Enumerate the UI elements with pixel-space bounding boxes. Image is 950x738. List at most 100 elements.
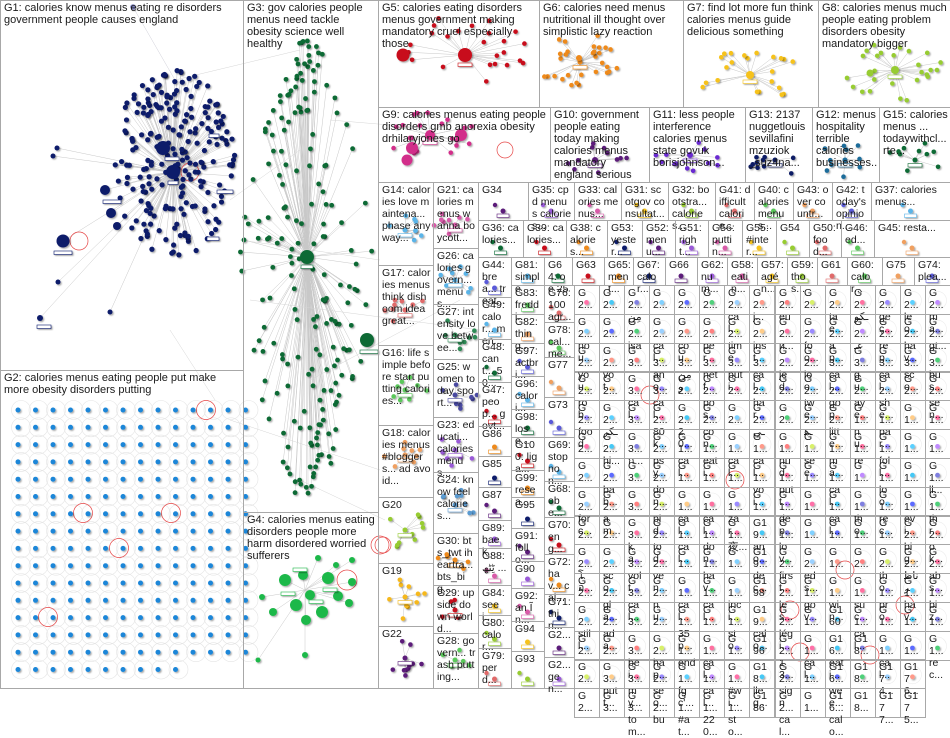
group-box-cell-7-9: G1... (800, 487, 826, 517)
group-label: G2... (603, 517, 622, 541)
group-box-g22: G22 (378, 626, 434, 689)
group-box-cell-12-0: G2... (574, 631, 600, 661)
group-box-g88: G88: ٹِٹھ ... (478, 548, 512, 586)
group-box-cell-2-8: G2... jed... (775, 343, 801, 373)
group-label: G1... (904, 460, 923, 484)
group-label: G61 (821, 259, 845, 271)
group-label: G2... (603, 633, 622, 657)
group-label: G2... (578, 661, 597, 685)
group-box-cell-9-1: G2... sco... (599, 544, 625, 574)
group-label: G3... (628, 345, 647, 369)
group-box-cell-11-6: G1... sto... (724, 602, 750, 632)
group-box-cell-5-4: G1... cal... (674, 429, 700, 459)
group-label: G1... (703, 460, 722, 484)
group-box-cell-14-1: G3... (599, 688, 625, 718)
group-box-cell-7-6: G1... zar... (724, 487, 750, 517)
group-label: G53: yester... (611, 222, 640, 258)
group-box-cell-9-12: G2... tho... (875, 544, 901, 574)
group-box-cell-10-12: G1... pro... (875, 573, 901, 603)
group-label: G21: calories menus wanna boycott... (437, 184, 476, 244)
group-label: G1... (804, 460, 823, 484)
group-label: G2... bu (653, 690, 672, 726)
group-box-cell-11-11: G1... cal... (850, 602, 876, 632)
network-graph-canvas: G1: calories know menus eating re disord… (0, 0, 950, 688)
group-box-g54: G54 (776, 220, 810, 258)
group-label: G75 (886, 259, 912, 271)
group-box-cell-0-9: G2... (800, 285, 826, 315)
group-box-g86: G86 (478, 426, 512, 457)
group-box-cell-6-0: G2... (574, 458, 600, 488)
group-label: G160 (829, 604, 848, 628)
group-box-cell-11-4: G1... 35p... (674, 602, 700, 632)
group-label: G78: cal... me... (548, 324, 572, 360)
group-box-cell-11-2: G3... (624, 602, 650, 632)
group-box-cell-2-11: G3... gu... (850, 343, 876, 373)
group-label: G2... (804, 287, 823, 311)
group-box-cell-1-5: G2... per... (699, 314, 725, 344)
group-box-g19: G19 (378, 563, 434, 627)
group-label: G1... (804, 690, 823, 714)
group-box-cell-6-4: G1... (674, 458, 700, 488)
group-label: G2... (678, 287, 697, 311)
group-box-g85: G85 (478, 456, 512, 488)
group-box-g82: G82: thing... (511, 314, 545, 344)
group-box-cell-12-3: G2... hap... (649, 631, 675, 661)
group-box-cell-6-6: G1... (724, 458, 750, 488)
group-box-cell-12-9: G1... cal... (800, 631, 826, 661)
group-box-g24: G24: know feel calories... (433, 472, 479, 534)
group-box-cell-7-11: G1... tho... (850, 487, 876, 517)
group-label: G88: ٹِٹھ ... (482, 550, 509, 574)
group-box-cell-4-7: G2... ـيِ (749, 400, 775, 430)
group-box-g44: G44: brea... treat... (478, 257, 512, 298)
group-box-cell-4-2: G3... (624, 400, 650, 430)
group-box-g50: G50: food... (809, 220, 842, 258)
group-box-cell-5-13: G1... (900, 429, 926, 459)
group-label: G1... (904, 604, 923, 628)
group-label: G1... (929, 402, 948, 426)
group-box-g94: G94 (511, 621, 545, 652)
group-box-cell-12-7: G196 (749, 631, 775, 661)
group-box-cell-12-14: G1... rec... (925, 631, 950, 661)
group-box-cell-12-11: G18... (850, 631, 876, 661)
group-box-cell-8-12: G1... (875, 515, 901, 545)
group-box-g69: G69: stop non... (544, 437, 575, 482)
group-box-cell-3-8: G2... (775, 371, 801, 401)
group-label: G1: calories know menus eating re disord… (4, 2, 241, 26)
group-box-cell-13-3: G2... seo... (649, 659, 675, 689)
group-box-g71: G71: thin... (544, 594, 575, 628)
group-box-cell-7-3: G2... pid... (649, 487, 675, 517)
group-box-cell-0-1: G2... (599, 285, 625, 315)
group-box-cell-9-5: G1... hav... (699, 544, 725, 574)
group-label: G16... calo... (829, 690, 848, 738)
group-box-cell-11-9: G1... (800, 602, 826, 632)
group-box-cell-10-3: G2... nu... (649, 573, 675, 603)
group-box-g5: G5: calories eating disorders menus gove… (378, 0, 540, 108)
group-box-cell-7-1: G2... am... (599, 487, 625, 517)
group-box-cell-9-7: G19... dec... (749, 544, 775, 574)
group-label: G2... (653, 604, 672, 628)
group-box-cell-8-7: G19... ano... (749, 515, 775, 545)
group-label: G18... (854, 690, 873, 714)
group-label: G3... (628, 460, 647, 484)
group-label: G2... (904, 373, 923, 397)
group-box-cell-13-11: G18... (850, 659, 876, 689)
group-box-g89: G89: baek... (478, 520, 512, 549)
group-box-cell-2-1: G2... vot... (599, 343, 625, 373)
group-box-cell-1-7: G2... inst... (749, 314, 775, 344)
group-box-cell-10-1: G2... gla... (599, 573, 625, 603)
group-label: G2... (854, 546, 873, 570)
group-box-cell-7-8: G1... dep... (775, 487, 801, 517)
group-label: G2: calories menus eating people put mak… (4, 372, 241, 396)
group-box-cell-1-12: G2... rep... (875, 314, 901, 344)
group-label: G18... (854, 661, 873, 685)
group-box-cell-12-2: G3... bei... (624, 631, 650, 661)
group-box-cell-13-12: G174... (875, 659, 901, 689)
group-label: G68: obe... (548, 483, 572, 519)
group-box-cell-6-3: G2... don... (649, 458, 675, 488)
group-label: G37: calories menus... (875, 184, 948, 208)
group-label: G93 (515, 653, 542, 665)
group-box-cell-2-9: G2... loo... (800, 343, 826, 373)
group-box-cell-10-6: G1... inci... (724, 573, 750, 603)
group-box-cell-2-0: G2... you... (574, 343, 600, 373)
group-box-g2xx_a: G2... (544, 627, 575, 658)
